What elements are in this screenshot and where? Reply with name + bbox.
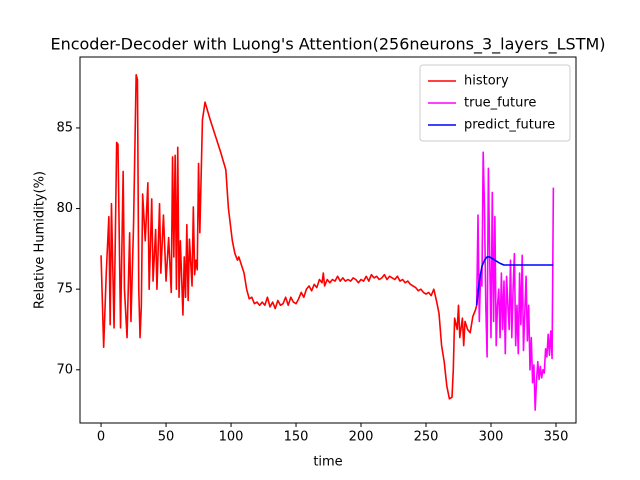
y-axis-label: Relative Humidity(%) [33,171,48,309]
x-tick-label: 350 [544,430,569,445]
x-axis-label: time [313,455,342,470]
x-tick-label: 300 [479,430,504,445]
y-tick-label: 80 [56,201,73,216]
series-line [475,256,554,306]
series-line [100,73,478,400]
x-tick-label: 0 [97,430,105,445]
y-tick-label: 75 [56,282,73,297]
plot-frame [79,56,577,424]
x-tick-label: 200 [349,430,374,445]
legend-box [419,64,571,142]
x-tick-label: 50 [158,430,175,445]
legend-label: true_future [464,96,536,111]
series-line [475,151,555,411]
y-tick-label: 70 [56,362,73,377]
chart-title: Encoder-Decoder with Luong's Attention(2… [50,35,605,55]
legend-label: predict_future [464,118,555,133]
x-tick-label: 100 [219,430,244,445]
x-tick-label: 150 [284,430,309,445]
y-tick-label: 85 [56,120,73,135]
x-tick-label: 250 [414,430,439,445]
legend-label: history [464,74,509,89]
